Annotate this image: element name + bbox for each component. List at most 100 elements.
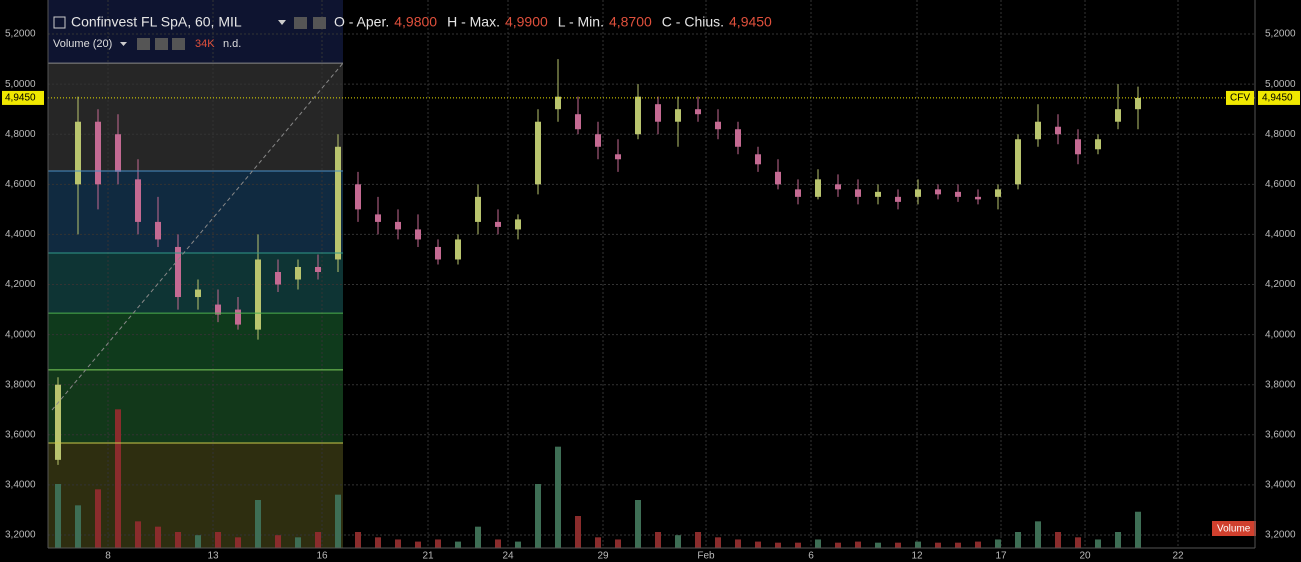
candle-body — [1075, 139, 1081, 155]
candle-body — [495, 221, 501, 227]
x-tick-label: 24 — [502, 551, 514, 562]
volume-bar — [1115, 532, 1121, 548]
x-tick-label: 16 — [316, 551, 328, 562]
candle-body — [235, 309, 241, 325]
candle-body — [315, 266, 321, 272]
volume-badge: Volume — [1217, 524, 1251, 535]
candle-body — [715, 121, 721, 130]
volume-bar — [455, 541, 461, 548]
volume-bar — [155, 526, 161, 548]
ohlc-name: O - Aper. — [334, 14, 389, 30]
candle-body — [55, 384, 61, 460]
y-tick-label: 3,8000 — [5, 379, 36, 390]
volume-bar — [875, 542, 881, 548]
overlay-layer: 3,2000 3,2000 3,4000 3,4000 3,6000 3,6000 3,80… — [2, 14, 1300, 562]
fib-band — [48, 313, 343, 370]
volume-title: Volume (20) — [53, 38, 112, 50]
candle-body — [875, 191, 881, 197]
volume-bar — [635, 500, 641, 548]
volume-bar — [515, 541, 521, 548]
candle-body — [215, 304, 221, 315]
volume-bar — [275, 535, 281, 548]
header-button[interactable] — [294, 17, 307, 29]
volume-bar — [715, 537, 721, 548]
volume-bar — [1075, 537, 1081, 548]
dropdown-arrow[interactable] — [278, 20, 286, 25]
candle-body — [355, 184, 361, 210]
volume-bar — [355, 532, 361, 548]
y-tick-label: 4,2000 — [5, 279, 36, 290]
symbol-badge-box — [1226, 90, 1254, 105]
candle-body — [775, 171, 781, 185]
last-price-label-right: 4,9450 — [1262, 93, 1293, 104]
header-button[interactable] — [313, 17, 326, 29]
candle-body — [275, 271, 281, 285]
ohlc-value: 4,9450 — [729, 14, 772, 30]
volume-dropdown[interactable] — [120, 42, 127, 46]
candle-body — [675, 109, 681, 122]
candle-body — [955, 191, 961, 197]
ohlc-value: 4,9900 — [505, 14, 548, 30]
candle-body — [1035, 121, 1041, 140]
volume-bar — [255, 500, 261, 548]
ohlc-value: 4,9800 — [394, 14, 437, 30]
volume-bar — [215, 532, 221, 548]
volume-bar — [555, 446, 561, 548]
candle-body — [475, 196, 481, 222]
legend-icon — [53, 16, 66, 29]
candle-body — [255, 259, 261, 330]
volume-bar — [695, 532, 701, 548]
candle-body — [395, 221, 401, 230]
candle-body — [455, 239, 461, 260]
y-tick-label: 3,4000 — [5, 480, 36, 491]
y-tick-label: 4,0000 — [5, 329, 36, 340]
candle-body — [415, 229, 421, 240]
candle-body — [95, 121, 101, 185]
candle-body — [835, 184, 841, 190]
volume-bar — [975, 541, 981, 548]
y-tick-label: 5,2000 — [5, 29, 36, 40]
y-tick-label-right: 3,2000 — [1265, 530, 1296, 541]
candle-body — [755, 154, 761, 165]
volume-bar — [375, 537, 381, 548]
candle-body — [375, 214, 381, 222]
candle-body — [995, 189, 1001, 197]
candle-body — [735, 129, 741, 147]
volume-bar — [1055, 532, 1061, 548]
candle-body — [1015, 139, 1021, 185]
volume-badge-box — [1212, 521, 1256, 536]
volume-bar — [95, 489, 101, 548]
volume-bar — [655, 532, 661, 548]
volume-button[interactable] — [137, 38, 150, 50]
volume-bar — [495, 539, 501, 548]
candle-body — [555, 96, 561, 110]
volume-button[interactable] — [172, 38, 185, 50]
last-price-box-left — [2, 90, 44, 105]
volume-bar — [675, 535, 681, 548]
volume-button[interactable] — [155, 38, 168, 50]
volume-bar — [575, 516, 581, 548]
candle-layer — [55, 59, 1141, 465]
chart-title: Confinvest FL SpA, 60, MIL — [71, 14, 242, 30]
volume-bar — [995, 539, 1001, 548]
candle-body — [895, 196, 901, 202]
volume-bar — [1095, 539, 1101, 548]
y-tick-label: 4,6000 — [5, 179, 36, 190]
grid-layer — [48, 0, 1255, 548]
candle-body — [175, 246, 181, 298]
candle-body — [1115, 109, 1121, 122]
x-tick-label: 12 — [911, 551, 923, 562]
candle-body — [575, 114, 581, 130]
volume-bar — [115, 409, 121, 548]
candle-body — [515, 219, 521, 230]
x-tick-label: 20 — [1079, 551, 1091, 562]
volume-bar — [595, 537, 601, 548]
volume-bar — [55, 484, 61, 548]
candle-body — [635, 96, 641, 135]
y-tick-label-right: 4,8000 — [1265, 129, 1296, 140]
ohlc-name: C - Chius. — [662, 14, 724, 30]
y-tick-label: 4,4000 — [5, 229, 36, 240]
candle-body — [115, 134, 121, 172]
x-tick-label: 29 — [597, 551, 609, 562]
